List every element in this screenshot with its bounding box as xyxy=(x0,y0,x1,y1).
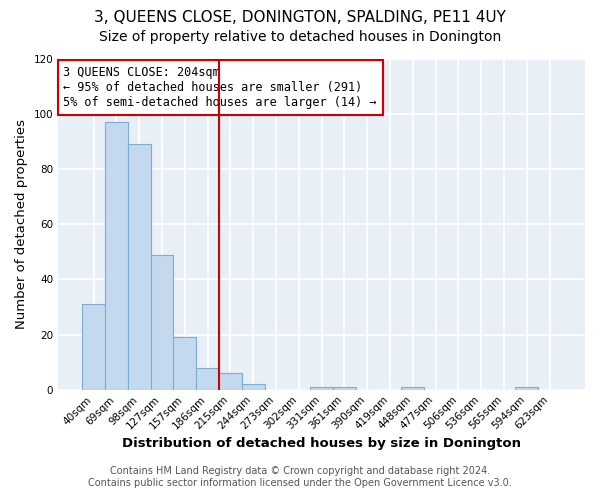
Text: 3, QUEENS CLOSE, DONINGTON, SPALDING, PE11 4UY: 3, QUEENS CLOSE, DONINGTON, SPALDING, PE… xyxy=(94,10,506,25)
Text: 3 QUEENS CLOSE: 204sqm
← 95% of detached houses are smaller (291)
5% of semi-det: 3 QUEENS CLOSE: 204sqm ← 95% of detached… xyxy=(64,66,377,108)
Bar xyxy=(82,304,105,390)
Bar xyxy=(401,387,424,390)
Bar xyxy=(196,368,219,390)
Text: Contains HM Land Registry data © Crown copyright and database right 2024.
Contai: Contains HM Land Registry data © Crown c… xyxy=(88,466,512,487)
Bar xyxy=(173,338,196,390)
Bar xyxy=(333,387,356,390)
Bar xyxy=(515,387,538,390)
Bar xyxy=(128,144,151,390)
Text: Size of property relative to detached houses in Donington: Size of property relative to detached ho… xyxy=(99,30,501,44)
Bar xyxy=(310,387,333,390)
X-axis label: Distribution of detached houses by size in Donington: Distribution of detached houses by size … xyxy=(122,437,521,450)
Bar xyxy=(242,384,265,390)
Bar xyxy=(105,122,128,390)
Y-axis label: Number of detached properties: Number of detached properties xyxy=(15,120,28,330)
Bar xyxy=(219,373,242,390)
Bar xyxy=(151,254,173,390)
